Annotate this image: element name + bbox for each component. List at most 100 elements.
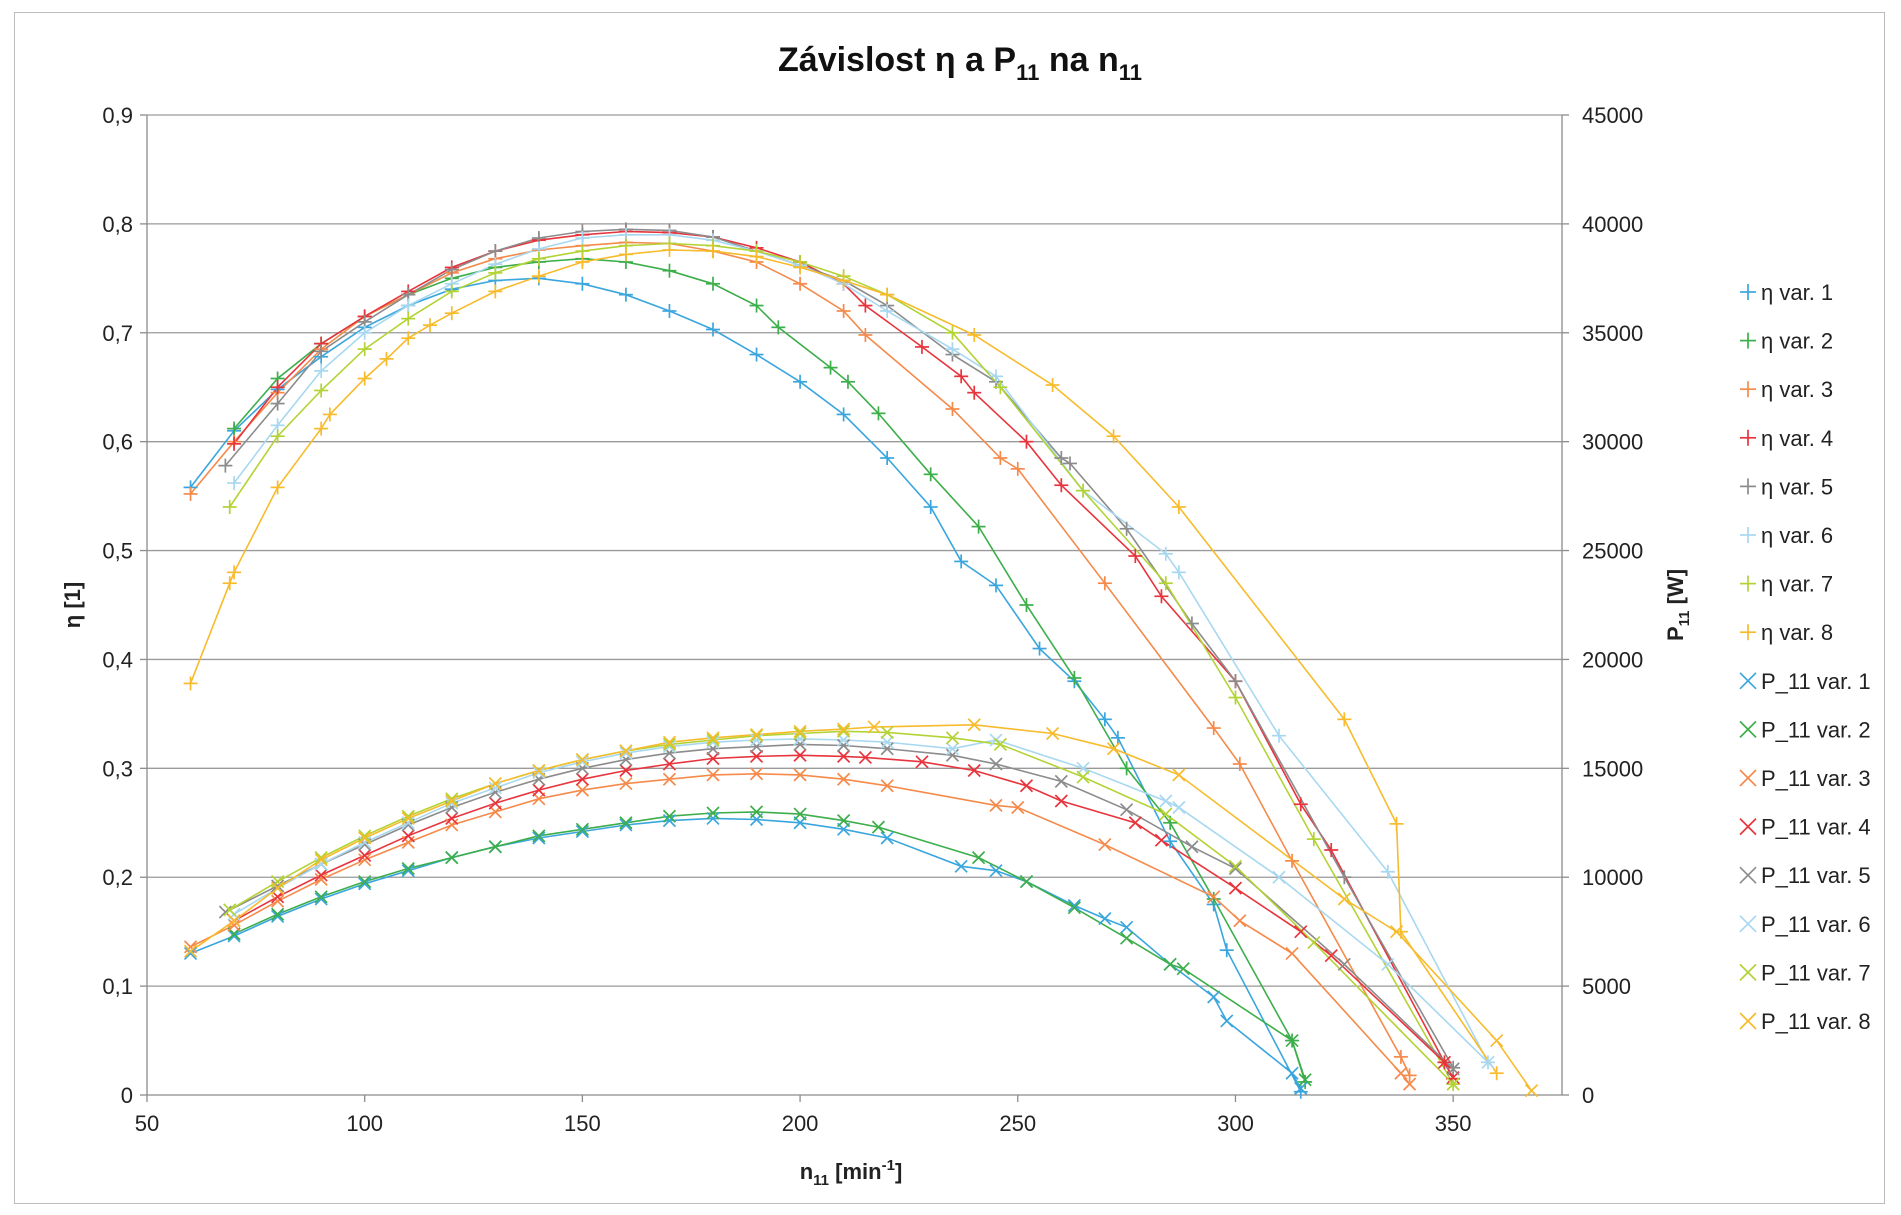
data-point — [445, 818, 459, 832]
data-point — [837, 772, 851, 786]
data-point — [1307, 935, 1321, 950]
data-point — [880, 304, 895, 318]
y-tick-label: 0,2 — [102, 865, 133, 890]
data-point — [619, 816, 633, 830]
series-trendline — [233, 738, 1489, 1063]
data-point — [314, 421, 329, 436]
data-point — [488, 776, 502, 791]
data-point — [575, 772, 589, 786]
data-point — [619, 763, 633, 778]
data-point — [1098, 911, 1112, 926]
data-point — [1285, 946, 1299, 961]
data-point — [314, 857, 328, 871]
data-point — [1172, 768, 1186, 782]
data-point — [989, 369, 1003, 384]
chart-title-mid: na n — [1039, 41, 1118, 79]
data-point — [619, 746, 633, 760]
data-point — [314, 344, 329, 359]
y-tick-label: 0,7 — [102, 321, 133, 346]
data-point — [575, 824, 589, 839]
data-point — [218, 458, 233, 473]
data-point — [1285, 1066, 1299, 1080]
data-point — [575, 783, 589, 797]
legend-label: P_11 var. 5 — [1761, 863, 1871, 888]
y2-tick-label: 15000 — [1582, 756, 1643, 781]
data-point — [706, 751, 720, 766]
data-point — [880, 725, 894, 740]
data-point — [945, 402, 960, 416]
chart-frame — [14, 12, 1885, 1204]
data-point — [445, 796, 459, 810]
y2-axis-title-sub: 11 — [1676, 610, 1693, 626]
legend-item: P_11 var. 5 — [1739, 863, 1871, 888]
legend: η var. 1 η var. 2 η var. 3 η var. 4 η var. 5… — [1739, 280, 1871, 1034]
data-point — [183, 944, 198, 958]
data-point — [271, 894, 285, 908]
series-trendline — [189, 277, 1302, 1093]
data-point — [1524, 1084, 1539, 1098]
y-tick-label: 0,9 — [102, 103, 133, 128]
y2-axis-title: P11 [W] — [1663, 569, 1693, 641]
data-point — [915, 755, 929, 769]
data-point — [531, 251, 546, 266]
data-point — [227, 565, 242, 580]
data-point — [662, 739, 677, 754]
x-tick-label: 350 — [1435, 1111, 1472, 1136]
data-point — [1128, 816, 1142, 830]
data-point — [793, 807, 807, 821]
data-point — [575, 755, 589, 769]
data-point — [270, 429, 285, 444]
data-point — [1293, 1084, 1308, 1099]
data-point — [662, 772, 677, 786]
data-point — [1337, 957, 1351, 971]
y2-tick-label: 0 — [1582, 1083, 1594, 1108]
data-point — [1306, 832, 1321, 847]
data-point — [575, 753, 589, 767]
data-point — [871, 406, 886, 421]
data-point — [837, 722, 851, 736]
data-point — [271, 881, 285, 895]
data-point — [1394, 1066, 1408, 1080]
data-point — [1285, 1033, 1299, 1048]
data-point — [793, 276, 808, 291]
data-point — [358, 853, 372, 867]
data-point — [1176, 962, 1190, 976]
data-point — [793, 724, 807, 738]
x-axis-title-sub: 11 — [813, 1172, 829, 1189]
data-point — [575, 822, 589, 836]
legend-marker — [1739, 769, 1757, 787]
data-point — [1063, 456, 1078, 471]
data-point — [227, 918, 241, 932]
data-point — [401, 311, 416, 326]
data-point — [858, 298, 873, 313]
data-point — [1154, 833, 1169, 847]
legend-label: η var. 7 — [1761, 572, 1833, 597]
data-point — [993, 737, 1007, 751]
data-point — [1128, 549, 1143, 563]
data-point — [1228, 881, 1243, 895]
data-point — [444, 306, 459, 321]
data-point — [270, 380, 285, 395]
data-point — [840, 374, 855, 389]
data-point — [314, 853, 328, 867]
data-point — [445, 811, 459, 826]
x-axis-title-mid: [min — [829, 1159, 882, 1184]
legend-marker — [1739, 672, 1757, 690]
data-point — [1389, 925, 1404, 939]
data-point — [1380, 864, 1395, 879]
data-point — [749, 733, 764, 747]
data-point — [1437, 1055, 1452, 1069]
legend-item: P_11 var. 2 — [1739, 717, 1871, 742]
data-point — [183, 940, 198, 954]
legend-marker — [1739, 963, 1757, 982]
data-point — [706, 276, 720, 291]
legend-item: P_11 var. 1 — [1739, 669, 1871, 694]
data-point — [1019, 779, 1034, 793]
chart-title-sub2: 11 — [1119, 60, 1142, 85]
y-tick-label: 0,1 — [102, 974, 133, 999]
data-point — [1171, 565, 1186, 580]
data-point — [662, 304, 677, 318]
data-point — [488, 284, 503, 299]
data-point — [880, 451, 895, 465]
data-point — [1207, 890, 1221, 904]
